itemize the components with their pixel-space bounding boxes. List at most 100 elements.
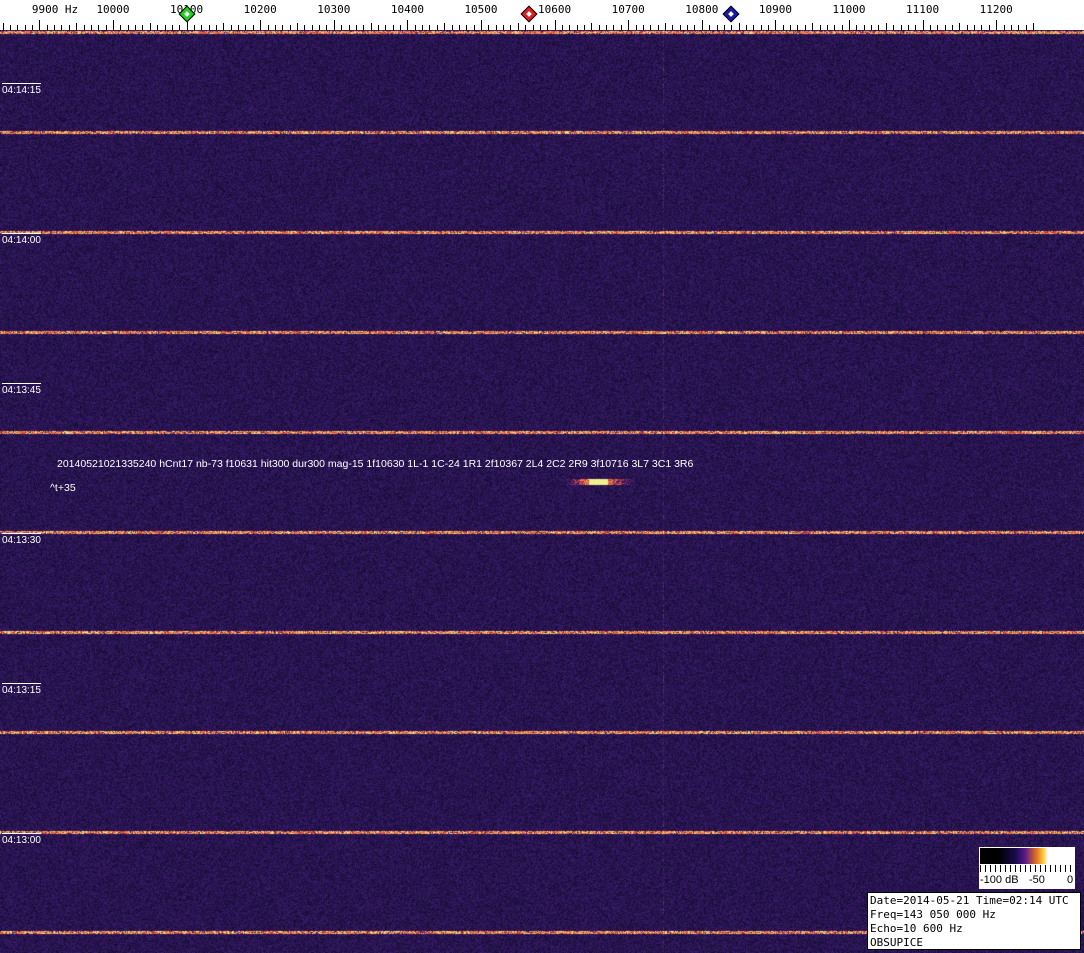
frequency-tick bbox=[69, 25, 70, 30]
frequency-tick bbox=[17, 25, 18, 30]
frequency-tick bbox=[113, 20, 114, 30]
frequency-tick bbox=[702, 20, 703, 30]
frequency-tick bbox=[393, 25, 394, 30]
frequency-tick bbox=[753, 25, 754, 30]
waterfall-display[interactable] bbox=[0, 30, 1084, 953]
frequency-tick bbox=[886, 23, 887, 30]
frequency-tick bbox=[1026, 25, 1027, 30]
frequency-tick bbox=[1018, 25, 1019, 30]
frequency-tick bbox=[562, 25, 563, 30]
frequency-label: 11200 bbox=[979, 3, 1013, 16]
time-label: 04:13:45 bbox=[2, 383, 41, 396]
frequency-tick bbox=[209, 25, 210, 30]
frequency-tick bbox=[216, 25, 217, 30]
frequency-tick bbox=[349, 25, 350, 30]
frequency-tick bbox=[724, 25, 725, 30]
frequency-tick bbox=[599, 25, 600, 30]
frequency-tick bbox=[452, 25, 453, 30]
frequency-tick bbox=[864, 25, 865, 30]
frequency-tick bbox=[437, 25, 438, 30]
frequency-tick bbox=[194, 25, 195, 30]
frequency-tick bbox=[665, 23, 666, 30]
frequency-tick bbox=[540, 25, 541, 30]
frequency-tick bbox=[650, 25, 651, 30]
frequency-tick bbox=[518, 23, 519, 30]
frequency-tick bbox=[61, 25, 62, 30]
frequency-tick bbox=[260, 20, 261, 30]
station-name: OBSUPICE bbox=[870, 936, 923, 949]
frequency-tick bbox=[165, 25, 166, 30]
frequency-tick bbox=[459, 25, 460, 30]
frequency-label: 10400 bbox=[390, 3, 424, 16]
frequency-tick bbox=[179, 25, 180, 30]
colorbar-min-label: -100 dB bbox=[980, 874, 1019, 886]
frequency-tick bbox=[687, 25, 688, 30]
frequency-tick bbox=[341, 25, 342, 30]
frequency-tick bbox=[128, 25, 129, 30]
frequency-tick bbox=[253, 25, 254, 30]
frequency-tick bbox=[282, 25, 283, 30]
frequency-tick bbox=[245, 25, 246, 30]
echo-line: Echo=10 600 Hz bbox=[870, 922, 963, 935]
frequency-tick bbox=[429, 25, 430, 30]
frequency-tick bbox=[135, 25, 136, 30]
frequency-tick bbox=[32, 25, 33, 30]
frequency-tick bbox=[746, 25, 747, 30]
frequency-tick bbox=[893, 25, 894, 30]
blue-marker[interactable] bbox=[722, 5, 740, 23]
frequency-tick bbox=[584, 25, 585, 30]
frequency-tick bbox=[474, 25, 475, 30]
time-label: 04:13:00 bbox=[2, 833, 41, 846]
frequency-tick bbox=[959, 23, 960, 30]
frequency-tick bbox=[444, 23, 445, 30]
frequency-tick bbox=[591, 23, 592, 30]
frequency-tick bbox=[636, 25, 637, 30]
frequency-label: 10500 bbox=[464, 3, 498, 16]
frequency-tick bbox=[150, 23, 151, 30]
frequency-tick bbox=[238, 25, 239, 30]
frequency-axis[interactable]: 9900 Hz 10000101001020010300104001050010… bbox=[0, 0, 1084, 30]
frequency-tick bbox=[812, 23, 813, 30]
frequency-tick bbox=[142, 25, 143, 30]
meteor-decode-text: 20140521021335240 hCnt17 nb-73 f10631 hi… bbox=[57, 458, 694, 470]
frequency-tick bbox=[400, 25, 401, 30]
frequency-tick bbox=[201, 25, 202, 30]
frequency-tick bbox=[422, 25, 423, 30]
frequency-tick bbox=[334, 20, 335, 30]
date-time-line: Date=2014-05-21 Time=02:14 UTC bbox=[870, 894, 1069, 907]
frequency-tick bbox=[290, 25, 291, 30]
frequency-tick bbox=[717, 25, 718, 30]
frequency-tick bbox=[1033, 23, 1034, 30]
frequency-tick bbox=[643, 25, 644, 30]
colorbar-ticks bbox=[980, 865, 1074, 872]
colorbar-mid-label: -50 bbox=[1029, 874, 1045, 886]
time-label: 04:13:15 bbox=[2, 683, 41, 696]
frequency-tick bbox=[297, 23, 298, 30]
info-box: Date=2014-05-21 Time=02:14 UTC Freq=143 … bbox=[867, 892, 1081, 950]
time-label: 04:14:15 bbox=[2, 83, 41, 96]
frequency-label: 10000 bbox=[96, 3, 130, 16]
frequency-tick bbox=[415, 25, 416, 30]
time-offset-label: ^t+35 bbox=[50, 482, 76, 494]
frequency-tick bbox=[680, 25, 681, 30]
frequency-tick bbox=[783, 25, 784, 30]
frequency-tick bbox=[1004, 25, 1005, 30]
frequency-tick bbox=[761, 25, 762, 30]
frequency-tick bbox=[496, 25, 497, 30]
red-marker[interactable] bbox=[520, 5, 538, 23]
frequency-label: 11100 bbox=[906, 3, 940, 16]
frequency-tick bbox=[827, 25, 828, 30]
frequency-tick bbox=[172, 25, 173, 30]
frequency-label: 10300 bbox=[317, 3, 351, 16]
colorbar-legend: -100 dB -50 0 bbox=[979, 847, 1075, 889]
frequency-tick bbox=[98, 25, 99, 30]
frequency-tick bbox=[326, 25, 327, 30]
time-label: 04:14:00 bbox=[2, 233, 41, 246]
frequency-unit-label: 9900 Hz bbox=[31, 3, 79, 16]
frequency-tick bbox=[996, 20, 997, 30]
frequency-tick bbox=[555, 20, 556, 30]
frequency-tick bbox=[407, 20, 408, 30]
frequency-label: 11000 bbox=[832, 3, 866, 16]
frequency-tick bbox=[672, 25, 673, 30]
